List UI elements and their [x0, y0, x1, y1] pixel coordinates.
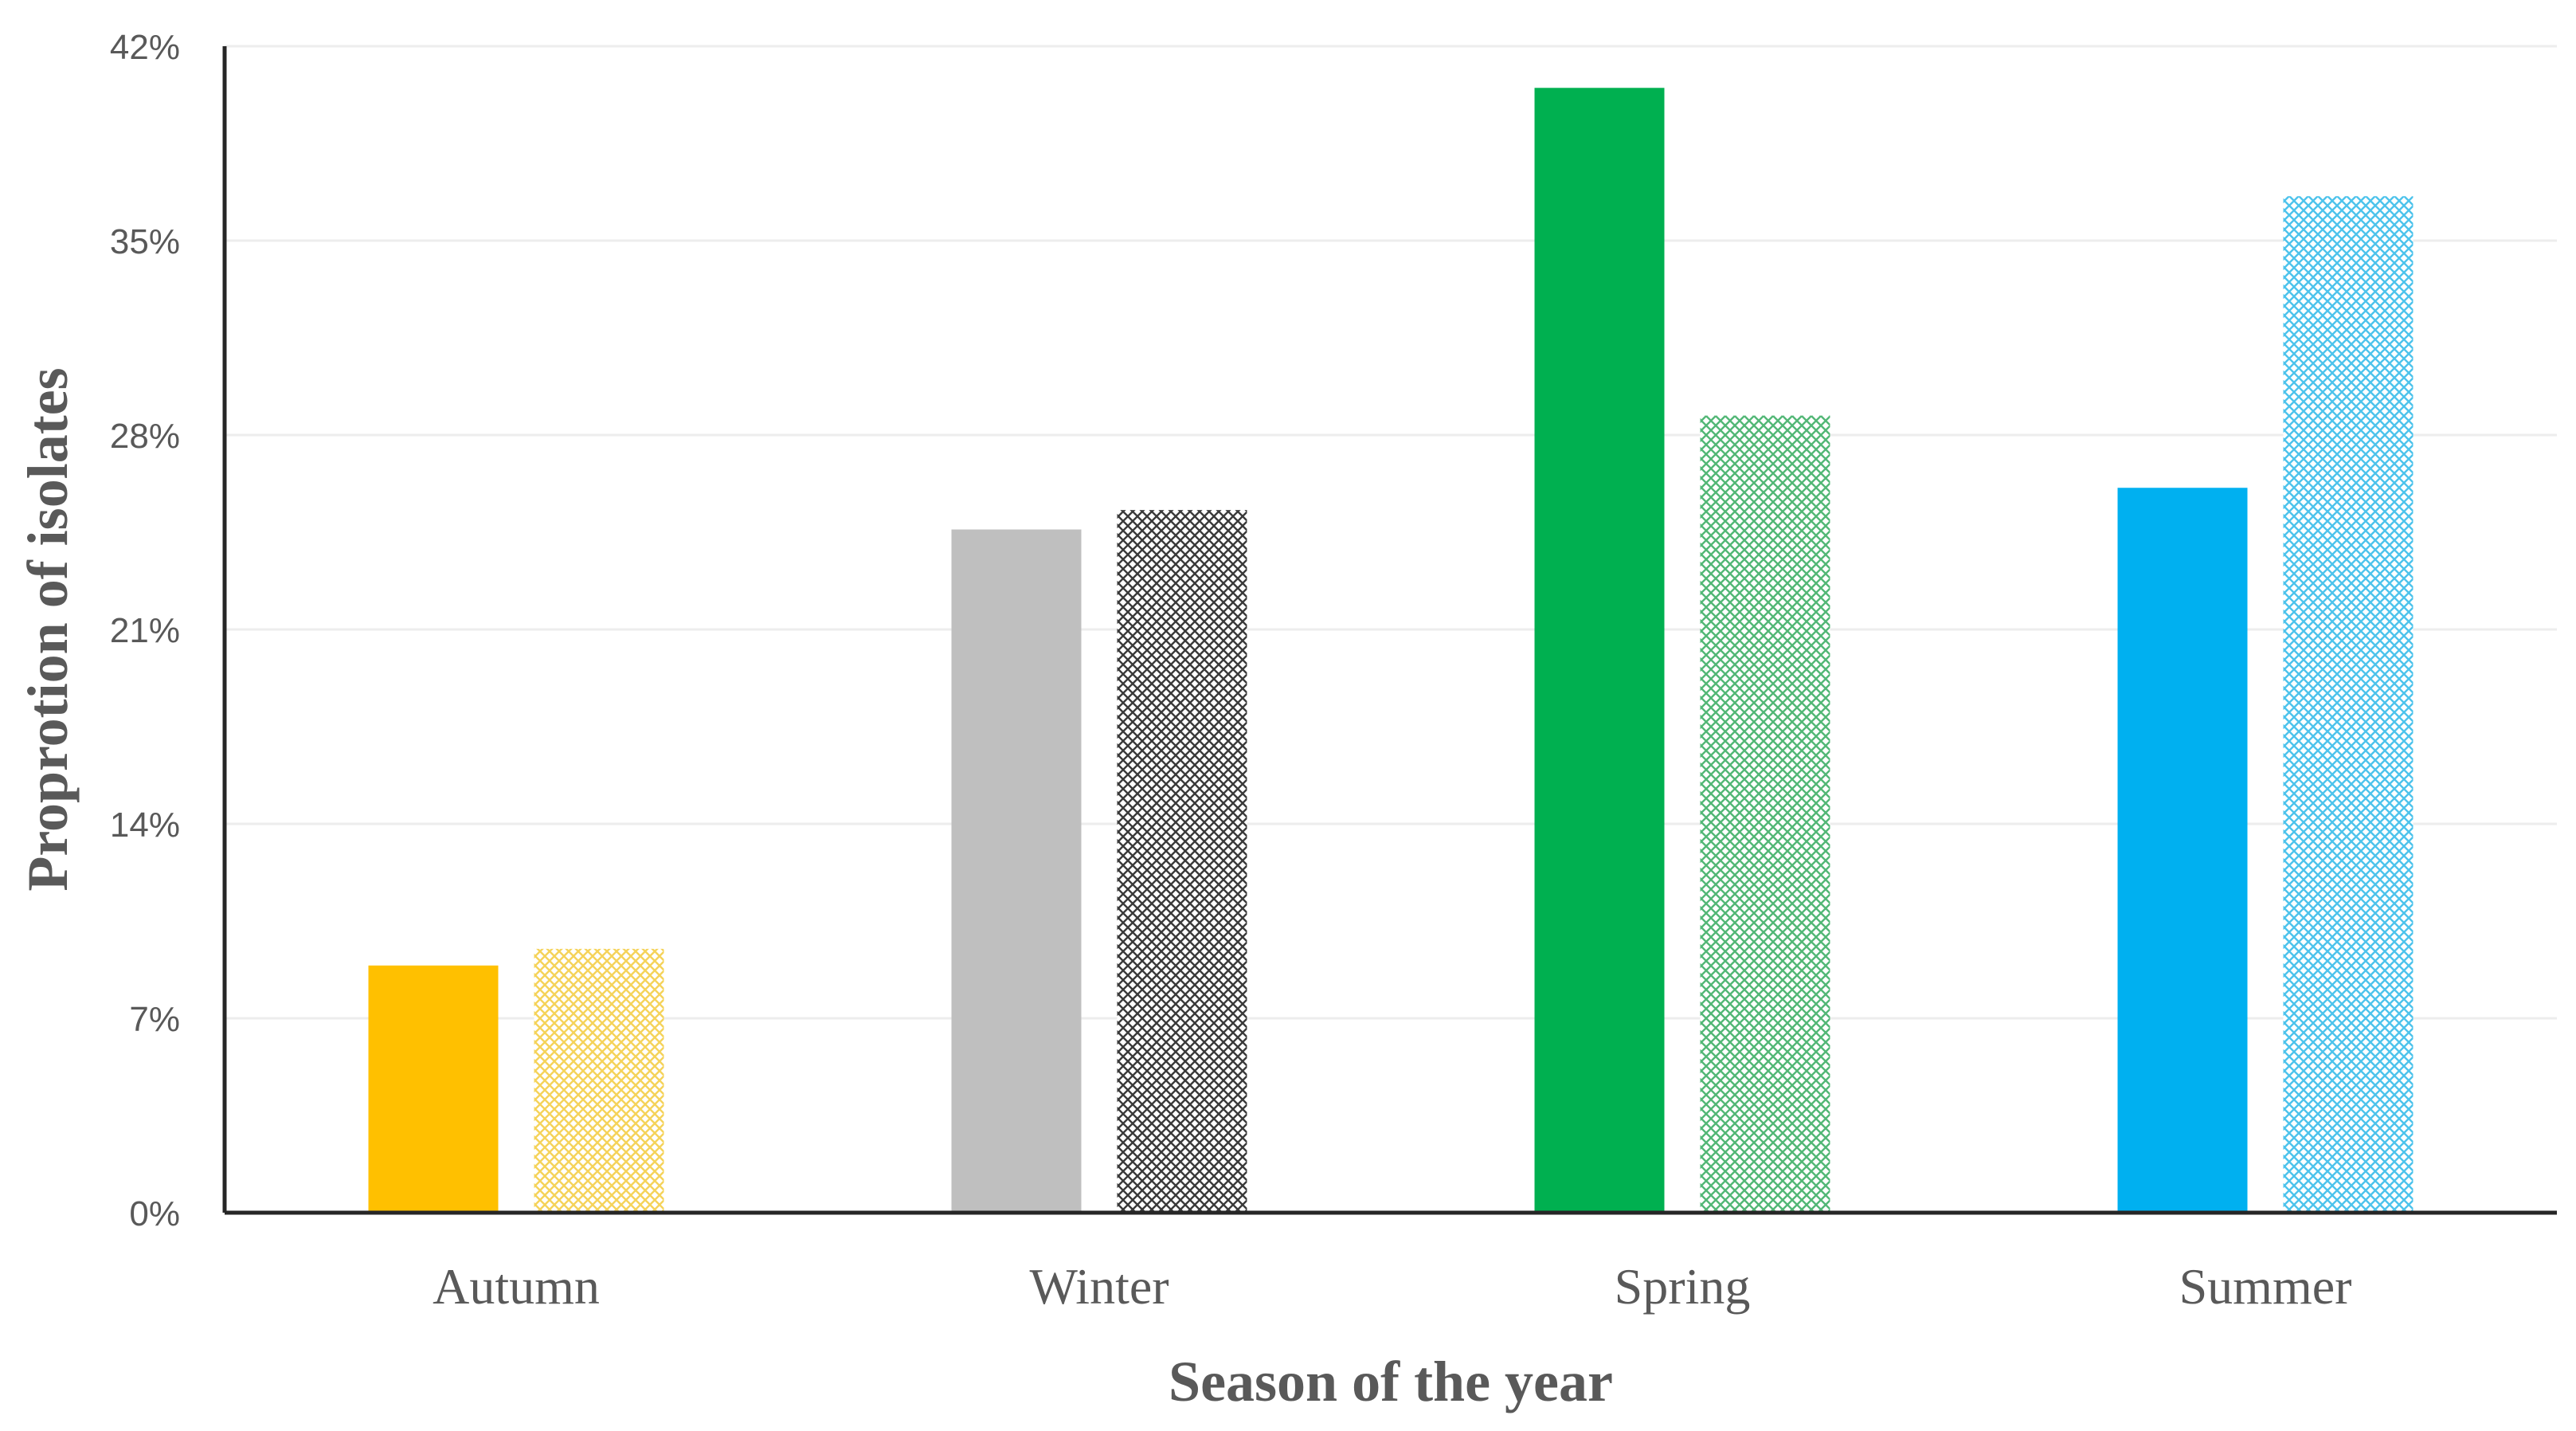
bar-autumn-pattern	[534, 948, 664, 1213]
y-tick-label: 42%	[110, 28, 180, 67]
bar-winter-solid	[951, 529, 1082, 1213]
x-tick-label: Autumn	[433, 1258, 600, 1315]
x-tick-label: Summer	[2179, 1258, 2352, 1315]
bars	[368, 88, 2414, 1213]
bar-spring-pattern	[1700, 415, 1830, 1213]
y-axis-title: Proprotion of isolates	[16, 367, 80, 891]
x-axis-title: Season of the year	[1169, 1350, 1613, 1413]
bar-winter-pattern	[1117, 510, 1247, 1213]
x-tick-label: Winter	[1029, 1258, 1169, 1315]
x-tick-label: Spring	[1615, 1258, 1751, 1315]
y-tick-label: 0%	[129, 1194, 180, 1233]
y-tick-label: 28%	[110, 417, 180, 456]
y-tick-label: 14%	[110, 806, 180, 845]
x-tick-labels: Autumn Winter Spring Summer	[433, 1258, 2351, 1315]
y-tick-labels: 0% 7% 14% 21% 28% 35% 42%	[110, 28, 180, 1233]
bar-autumn-solid	[368, 965, 499, 1213]
y-tick-label: 7%	[129, 1000, 180, 1039]
y-tick-label: 21%	[110, 611, 180, 650]
bar-summer-pattern	[2283, 196, 2414, 1213]
y-tick-label: 35%	[110, 222, 180, 261]
bar-spring-solid	[1534, 88, 1665, 1213]
bar-summer-solid	[2117, 488, 2248, 1213]
axes	[222, 46, 2557, 1215]
